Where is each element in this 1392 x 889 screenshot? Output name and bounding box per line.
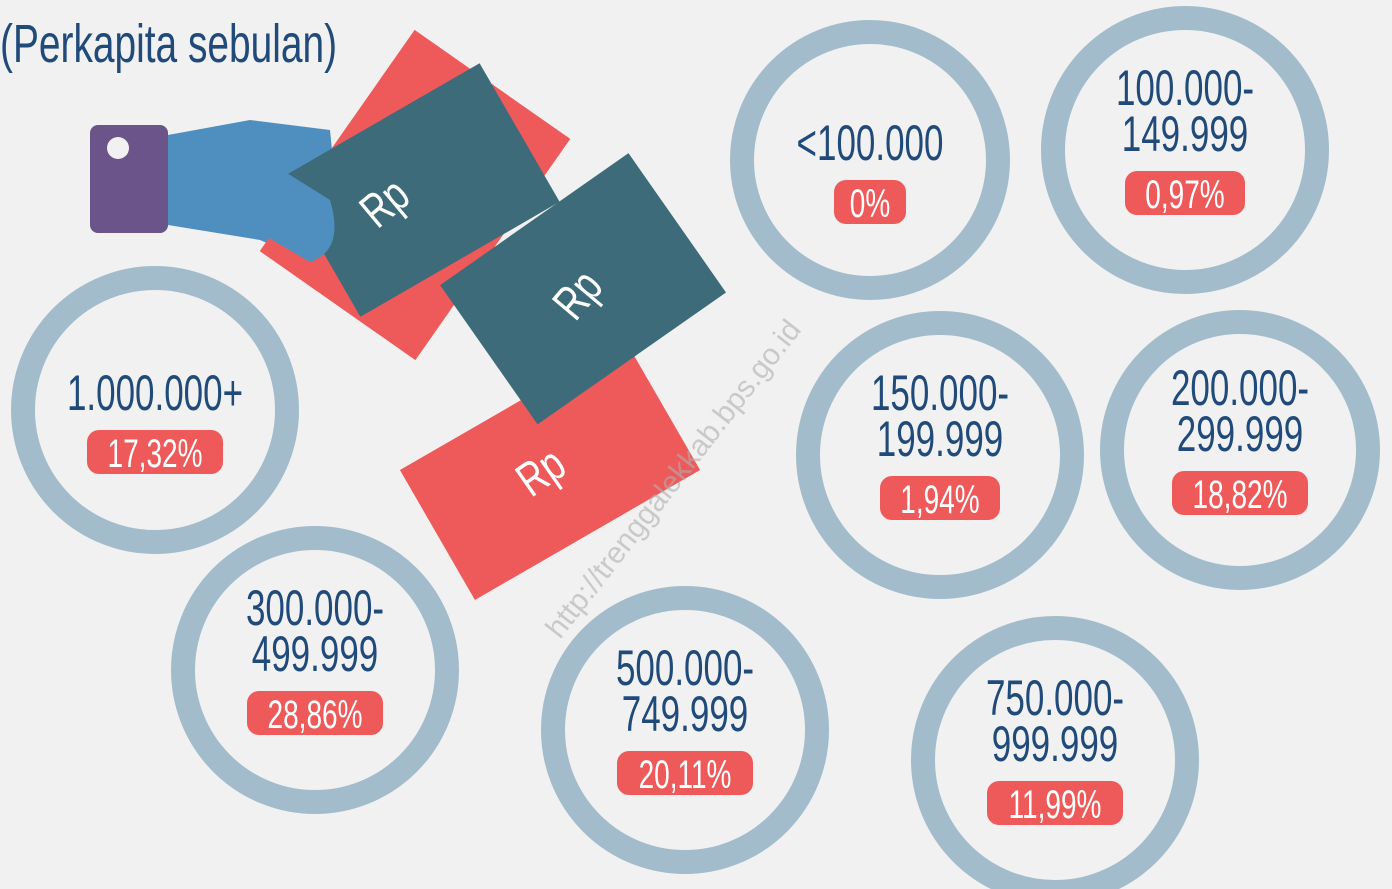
percent-pill <box>87 430 223 474</box>
range-label: 199.999 <box>877 412 1003 468</box>
subtitle: (Perkapita sebulan) <box>0 13 337 74</box>
range-line-group: 200.000- <box>1171 361 1309 417</box>
percent-group: 0,97% <box>1145 173 1224 217</box>
ring <box>911 616 1199 889</box>
range-line-group: 499.999 <box>252 627 378 683</box>
range-line-group: 100.000- <box>1116 61 1254 117</box>
percent-label: 28,86% <box>268 693 363 737</box>
bill <box>440 153 726 425</box>
cuff-button <box>107 137 129 159</box>
range-label: 200.000- <box>1171 361 1309 417</box>
items: <100.000 0% 100.000-149.999 0,97% 1.000.000+… <box>11 6 1380 889</box>
percent-pill <box>617 751 753 795</box>
cuff <box>90 125 168 233</box>
percent-pill <box>880 476 1000 520</box>
range-line-group: 749.999 <box>622 687 748 743</box>
range-line-group: <100.000 <box>797 116 944 172</box>
range-line-group: 500.000- <box>616 641 754 697</box>
percent-group: 18,82% <box>1193 473 1288 517</box>
range-line-group: 300.000- <box>246 581 384 637</box>
percent-pill <box>834 180 906 224</box>
range-line-group: 1.000.000+ <box>67 366 243 422</box>
range-line-group: 999.999 <box>992 717 1118 773</box>
range-line-group: 750.000- <box>986 671 1124 727</box>
ring <box>1100 310 1380 590</box>
range-label: 150.000- <box>871 366 1009 422</box>
percent-group: 28,86% <box>268 693 363 737</box>
bill <box>399 340 701 600</box>
bill <box>280 63 560 317</box>
ring <box>1041 6 1329 294</box>
percent-label: 1,94% <box>900 478 979 522</box>
range-label: 1.000.000+ <box>67 366 243 422</box>
range-label: 100.000- <box>1116 61 1254 117</box>
percent-label: 11,99% <box>1009 783 1102 827</box>
percent-label: 20,11% <box>639 753 732 797</box>
range-label: 499.999 <box>252 627 378 683</box>
item: 150.000-199.999 1,94% <box>796 311 1084 599</box>
range-line-group: 299.999 <box>1177 407 1303 463</box>
percent-label: 0% <box>850 182 890 226</box>
item: <100.000 0% <box>730 20 1010 300</box>
item: 100.000-149.999 0,97% <box>1041 6 1329 294</box>
range-line-group: 150.000- <box>871 366 1009 422</box>
ring <box>541 586 829 874</box>
range-label: 149.999 <box>1122 107 1248 163</box>
percent-group: 1,94% <box>900 478 979 522</box>
subtitle-group: (Perkapita sebulan) <box>0 13 337 74</box>
ring <box>730 20 1010 300</box>
ring <box>11 266 299 554</box>
ring <box>171 526 459 814</box>
percent-pill <box>987 781 1123 825</box>
thumb <box>250 150 335 262</box>
range-label: 750.000- <box>986 671 1124 727</box>
item: 500.000-749.999 20,11% <box>541 586 829 874</box>
percent-pill <box>1125 171 1245 215</box>
percent-pill <box>247 691 383 735</box>
percent-group: 17,32% <box>108 432 203 476</box>
item: 750.000-999.999 11,99% <box>911 616 1199 889</box>
item: 300.000-499.999 28,86% <box>171 526 459 814</box>
range-line-group: 149.999 <box>1122 107 1248 163</box>
ring <box>796 311 1084 599</box>
range-label: 300.000- <box>246 581 384 637</box>
range-label: 500.000- <box>616 641 754 697</box>
percent-pill <box>1172 471 1308 515</box>
percent-group: 20,11% <box>639 753 732 797</box>
range-line-group: 199.999 <box>877 412 1003 468</box>
range-label: 299.999 <box>1177 407 1303 463</box>
percent-group: 11,99% <box>1009 783 1102 827</box>
percent-label: 0,97% <box>1145 173 1224 217</box>
item: 200.000-299.999 18,82% <box>1100 310 1380 590</box>
percent-label: 17,32% <box>108 432 203 476</box>
range-label: 749.999 <box>622 687 748 743</box>
range-label: 999.999 <box>992 717 1118 773</box>
percent-label: 18,82% <box>1193 473 1288 517</box>
range-label: <100.000 <box>797 116 944 172</box>
item: 1.000.000+ 17,32% <box>11 266 299 554</box>
percent-group: 0% <box>850 182 890 226</box>
